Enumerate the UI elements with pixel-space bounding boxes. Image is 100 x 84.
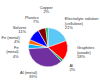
slice-label-line: 11% [18, 29, 26, 34]
pie-slice [38, 28, 48, 47]
slice-label: Al2% [69, 63, 75, 72]
slices [28, 28, 67, 67]
slice-label: Copper2% [40, 5, 54, 14]
slice-label-line: 2% [69, 67, 75, 72]
labels: Electrolyte solution(cellulose)21% Graphi… [2, 5, 99, 80]
slice-label-line: 39% [29, 74, 37, 79]
slice-label-line: 7% [33, 19, 39, 24]
slice-label: Solvent11% [13, 25, 27, 34]
slice-label: Electrolyte solution(cellulose)21% [65, 16, 99, 30]
slice-label: Al (metal)39% [20, 70, 38, 79]
slice-label-line: 2% [43, 9, 49, 14]
slice-label: Fe(metal)4% [6, 45, 19, 59]
slice-label-line: 18% [77, 54, 85, 59]
pie-group: Electrolyte solution(cellulose)21% Graphi… [2, 5, 99, 80]
slice-label: Plastics7% [25, 15, 39, 24]
pie-slice [46, 28, 48, 48]
slice-label: Fe (metal)4% [2, 35, 21, 44]
slice-label-line: 21% [65, 25, 73, 30]
slice-label: Graphites(anode)18% [77, 45, 94, 59]
slice-label-line: 4% [13, 54, 19, 59]
pie-slice [29, 47, 62, 67]
chart: Electrolyte solution(cellulose)21% Graphi… [0, 0, 100, 84]
slice-label-line: 4% [14, 39, 20, 44]
